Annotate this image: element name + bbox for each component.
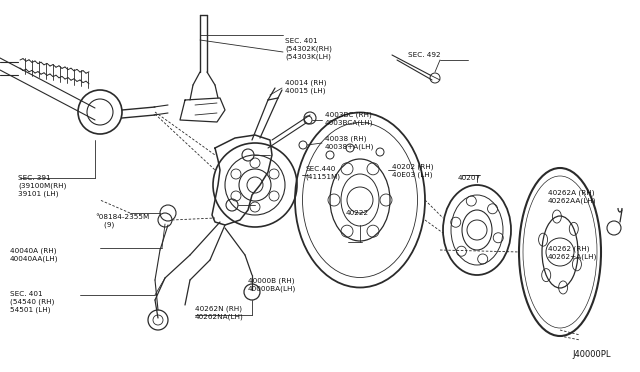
Text: °08184-2355M
    (9): °08184-2355M (9) <box>95 214 149 228</box>
Text: 40207: 40207 <box>458 175 481 181</box>
Text: SEC. 492: SEC. 492 <box>408 52 440 58</box>
Text: 40000B (RH)
40000BA(LH): 40000B (RH) 40000BA(LH) <box>248 277 296 292</box>
Text: 40014 (RH)
40015 (LH): 40014 (RH) 40015 (LH) <box>285 80 326 94</box>
Text: SEC.440
(41151M): SEC.440 (41151M) <box>305 166 340 180</box>
Text: SEC. 391
(39100M(RH)
39101 (LH): SEC. 391 (39100M(RH) 39101 (LH) <box>18 175 67 197</box>
Text: J40000PL: J40000PL <box>572 350 611 359</box>
Text: SEC. 401
(54540 (RH)
54501 (LH): SEC. 401 (54540 (RH) 54501 (LH) <box>10 291 54 313</box>
Text: 40038 (RH)
40038+A(LH): 40038 (RH) 40038+A(LH) <box>325 136 374 151</box>
Text: 4003BC (RH)
4003BCA(LH): 4003BC (RH) 4003BCA(LH) <box>325 112 374 126</box>
Text: 40262 (RH)
40262+A(LH): 40262 (RH) 40262+A(LH) <box>548 245 597 260</box>
Text: SEC. 401
(54302K(RH)
(54303K(LH): SEC. 401 (54302K(RH) (54303K(LH) <box>285 38 332 60</box>
Text: 40202 (RH)
40E03 (LH): 40202 (RH) 40E03 (LH) <box>392 164 433 179</box>
Text: 40040A (RH)
40040AA(LH): 40040A (RH) 40040AA(LH) <box>10 248 58 263</box>
Text: 40262N (RH)
40262NA(LH): 40262N (RH) 40262NA(LH) <box>195 305 244 320</box>
Text: 40222: 40222 <box>346 210 369 216</box>
Text: 40262A (RH)
40262AA(LH): 40262A (RH) 40262AA(LH) <box>548 190 596 205</box>
